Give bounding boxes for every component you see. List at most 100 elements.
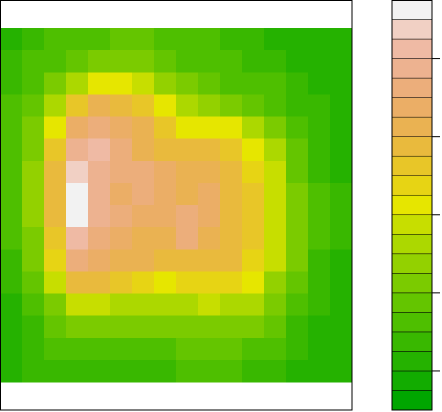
- contour-cell: [88, 227, 111, 250]
- colorbar-band: [391, 38, 433, 59]
- contour-cell: [132, 116, 155, 140]
- contour-cell: [110, 94, 133, 117]
- contour-cell: [242, 271, 265, 294]
- contour-cell: [220, 160, 243, 184]
- contour-cell: [0, 116, 23, 140]
- contour-cell: [176, 28, 199, 51]
- contour-cell: [330, 182, 353, 206]
- contour-cell: [66, 28, 89, 51]
- contour-cell: [22, 271, 45, 294]
- colorbar-band: [391, 175, 433, 196]
- contour-cell: [286, 205, 309, 228]
- contour-cell: [66, 138, 89, 162]
- contour-cell: [286, 359, 309, 383]
- contour-cell: [44, 205, 67, 228]
- contour-cell: [330, 205, 353, 228]
- contour-cell: [110, 50, 133, 73]
- contour-cell: [132, 138, 155, 162]
- contour-cell: [66, 315, 89, 339]
- colorbar-band: [391, 312, 433, 333]
- contour-cell: [264, 138, 287, 162]
- contour-cell: [88, 160, 111, 184]
- contour-cell: [286, 28, 309, 51]
- contour-cell: [308, 116, 331, 140]
- contour-cell: [44, 28, 67, 51]
- contour-cell: [198, 28, 221, 51]
- colorbar-band: [391, 116, 433, 137]
- contour-cell: [176, 182, 199, 206]
- contour-cell: [88, 72, 111, 95]
- contour-cell: [44, 293, 67, 317]
- contour-cell: [0, 182, 23, 206]
- contour-cell: [88, 293, 111, 317]
- contour-cell: [110, 116, 133, 140]
- contour-cell: [330, 227, 353, 250]
- contour-cell: [242, 293, 265, 317]
- contour-cell: [88, 205, 111, 228]
- contour-cell: [242, 205, 265, 228]
- contour-cell: [220, 138, 243, 162]
- colorbar-band: [391, 0, 433, 20]
- contour-cell: [110, 227, 133, 250]
- contour-cell: [308, 94, 331, 117]
- contour-cell: [110, 293, 133, 317]
- contour-cell: [154, 138, 177, 162]
- contour-cell: [220, 293, 243, 317]
- contour-cell: [0, 72, 23, 95]
- colorbar-band: [391, 273, 433, 294]
- contour-cell: [176, 337, 199, 361]
- contour-cell: [22, 249, 45, 272]
- contour-cell: [22, 50, 45, 73]
- contour-cell: [132, 337, 155, 361]
- contour-cell: [88, 182, 111, 206]
- contour-cell: [286, 337, 309, 361]
- contour-cell: [264, 28, 287, 51]
- contour-cell: [132, 315, 155, 339]
- contour-cell: [22, 72, 45, 95]
- contour-cell: [176, 249, 199, 272]
- contour-cell: [242, 28, 265, 51]
- contour-cell: [44, 72, 67, 95]
- contour-cell: [66, 160, 89, 184]
- contour-cell: [132, 271, 155, 294]
- contour-cell: [308, 28, 331, 51]
- colorbar-band: [391, 234, 433, 255]
- contour-cell: [308, 160, 331, 184]
- colorbar-band: [391, 97, 433, 118]
- colorbar-band: [391, 214, 433, 235]
- colorbar-band: [391, 351, 433, 372]
- contour-cell: [264, 94, 287, 117]
- contour-cell: [132, 94, 155, 117]
- contour-cell: [176, 315, 199, 339]
- contour-cell: [22, 293, 45, 317]
- contour-cell: [308, 205, 331, 228]
- contour-cell: [0, 359, 23, 383]
- contour-cell: [154, 160, 177, 184]
- contour-cell: [66, 182, 89, 206]
- contour-cell: [176, 72, 199, 95]
- contour-cell: [286, 249, 309, 272]
- contour-cell: [0, 28, 23, 51]
- contour-cell: [198, 293, 221, 317]
- contour-cell: [198, 116, 221, 140]
- contour-cell: [88, 138, 111, 162]
- contour-cell: [66, 227, 89, 250]
- contour-cell: [242, 138, 265, 162]
- contour-cell: [330, 359, 353, 383]
- contour-cell: [132, 182, 155, 206]
- contour-cell: [220, 337, 243, 361]
- contour-cell: [110, 359, 133, 383]
- contour-cell: [88, 337, 111, 361]
- contour-cell: [154, 227, 177, 250]
- contour-cell: [308, 72, 331, 95]
- contour-cell: [198, 182, 221, 206]
- contour-cell: [242, 160, 265, 184]
- contour-cell: [220, 227, 243, 250]
- contour-cell: [22, 160, 45, 184]
- contour-cell: [44, 94, 67, 117]
- contour-cell: [88, 359, 111, 383]
- contour-cell: [308, 271, 331, 294]
- contour-cell: [264, 72, 287, 95]
- contour-cell: [110, 138, 133, 162]
- contour-cell: [220, 182, 243, 206]
